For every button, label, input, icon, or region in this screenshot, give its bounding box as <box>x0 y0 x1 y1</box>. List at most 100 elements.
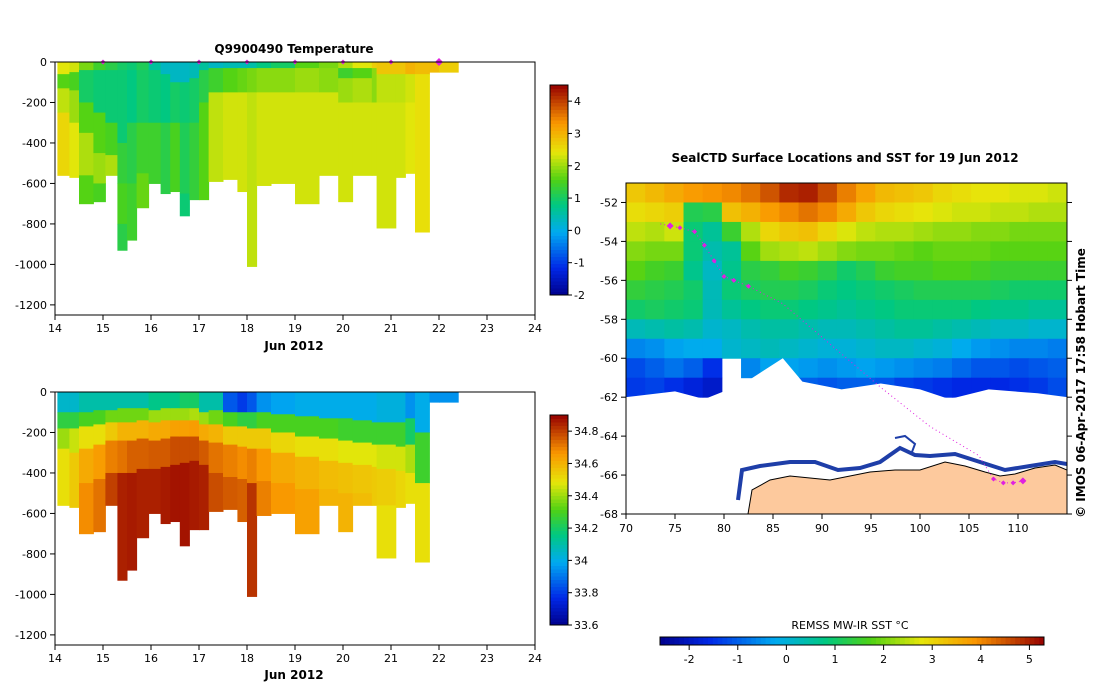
profile-cell <box>136 392 150 409</box>
profile-cell <box>338 78 354 103</box>
sst-cell <box>626 299 646 320</box>
surface-location-marker <box>731 277 737 283</box>
profile-cell <box>338 440 354 464</box>
profile-cell <box>127 70 138 124</box>
sst-cell <box>664 241 685 262</box>
lat-tick-label: -58 <box>600 313 618 326</box>
profile-cell <box>256 448 272 482</box>
sst-cell <box>951 260 972 281</box>
sst-cell <box>875 358 895 379</box>
colorbar-segment <box>550 116 568 121</box>
colorbar-segment <box>550 460 568 465</box>
sst-cell <box>971 241 991 262</box>
profile-cell <box>79 448 94 484</box>
sst-colorbar-segment <box>1039 637 1045 645</box>
sst-cell <box>683 183 704 203</box>
profile-cell <box>79 175 94 205</box>
colorbar-segment <box>550 453 568 458</box>
sst-colorbar-segment <box>832 637 839 645</box>
sst-cell <box>990 338 1010 359</box>
colorbar-segment <box>550 590 568 594</box>
profile-cell <box>127 408 138 423</box>
sst-cell <box>645 319 665 340</box>
sst-cell <box>798 319 819 340</box>
sst-cell <box>798 221 819 242</box>
profile-cell <box>79 392 94 413</box>
x-tick-label: 20 <box>336 322 350 335</box>
sst-cell <box>1047 338 1067 359</box>
profile-cell <box>160 420 171 440</box>
profile-cell <box>117 70 128 144</box>
y-tick-label: -200 <box>22 426 47 439</box>
colorbar-segment <box>550 197 568 201</box>
sst-cell <box>990 183 1010 203</box>
sst-cell <box>951 183 972 203</box>
profile-cell <box>237 92 248 193</box>
sst-cell <box>741 202 761 223</box>
profile-cell <box>319 489 339 506</box>
sst-colorbar-segment <box>669 637 675 645</box>
profile-cell <box>405 472 416 504</box>
colorbar-segment <box>550 106 568 110</box>
profile-cell <box>79 102 94 134</box>
sst-cell <box>1028 319 1049 340</box>
sst-cell <box>721 221 742 242</box>
profile-cell <box>352 442 373 466</box>
profile-cell <box>199 70 210 103</box>
sst-colorbar-segment <box>732 637 738 645</box>
colorbar-tick-label: 1 <box>574 192 581 205</box>
temperature-chart-title: Q9900490 Temperature <box>214 42 373 56</box>
profile-cell <box>208 68 224 93</box>
profile-cell <box>69 392 80 413</box>
sst-cell <box>779 202 800 223</box>
sst-cell <box>856 221 876 242</box>
colorbar-segment <box>550 439 568 444</box>
sst-cell <box>951 299 972 320</box>
profile-cell <box>57 412 70 429</box>
profile-cell <box>136 468 150 539</box>
profile-cell <box>105 155 118 176</box>
colorbar-segment <box>550 467 568 472</box>
profile-cell <box>271 452 296 484</box>
profile-cell <box>271 414 296 433</box>
profile-cell <box>247 68 258 93</box>
sst-colorbar-segment <box>799 637 805 645</box>
profile-cell <box>57 428 70 450</box>
colorbar-segment <box>550 277 568 282</box>
sst-cell <box>990 260 1010 281</box>
sst-colorbar-segment <box>933 637 939 645</box>
sst-cell <box>990 241 1010 262</box>
sst-colorbar-segment <box>1020 637 1026 645</box>
profile-cell <box>57 88 70 114</box>
profile-cell <box>57 74 70 89</box>
profile-cell <box>395 422 406 448</box>
colorbar-segment <box>550 457 568 461</box>
sst-colorbar-segment <box>823 637 829 645</box>
profile-cell <box>429 392 440 403</box>
profile-cell <box>93 444 106 480</box>
sst-cell <box>645 299 665 320</box>
profile-cell <box>376 444 397 470</box>
profile-cell <box>170 82 181 124</box>
sst-cell <box>932 377 953 398</box>
profile-cell <box>105 122 118 156</box>
y-tick-label: -600 <box>22 507 47 520</box>
sst-cell <box>702 358 723 379</box>
x-tick-label: 17 <box>192 652 206 665</box>
sst-cell <box>894 338 915 359</box>
sst-cell <box>1028 183 1049 203</box>
profile-cell <box>395 102 406 178</box>
profile-cell <box>170 464 181 523</box>
colorbar-segment <box>550 604 568 608</box>
sst-cell <box>798 358 819 379</box>
colorbar-segment <box>550 155 568 159</box>
temperature-x-label: Jun 2012 <box>263 339 323 353</box>
profile-cell <box>170 408 181 421</box>
x-tick-label: 21 <box>384 652 398 665</box>
profile-cell <box>319 62 339 69</box>
colorbar-segment <box>550 256 568 261</box>
profile-cell <box>69 122 80 178</box>
sst-colorbar-segment <box>703 637 709 645</box>
sst-colorbar-segment <box>885 637 891 645</box>
sst-colorbar-segment <box>712 637 719 645</box>
